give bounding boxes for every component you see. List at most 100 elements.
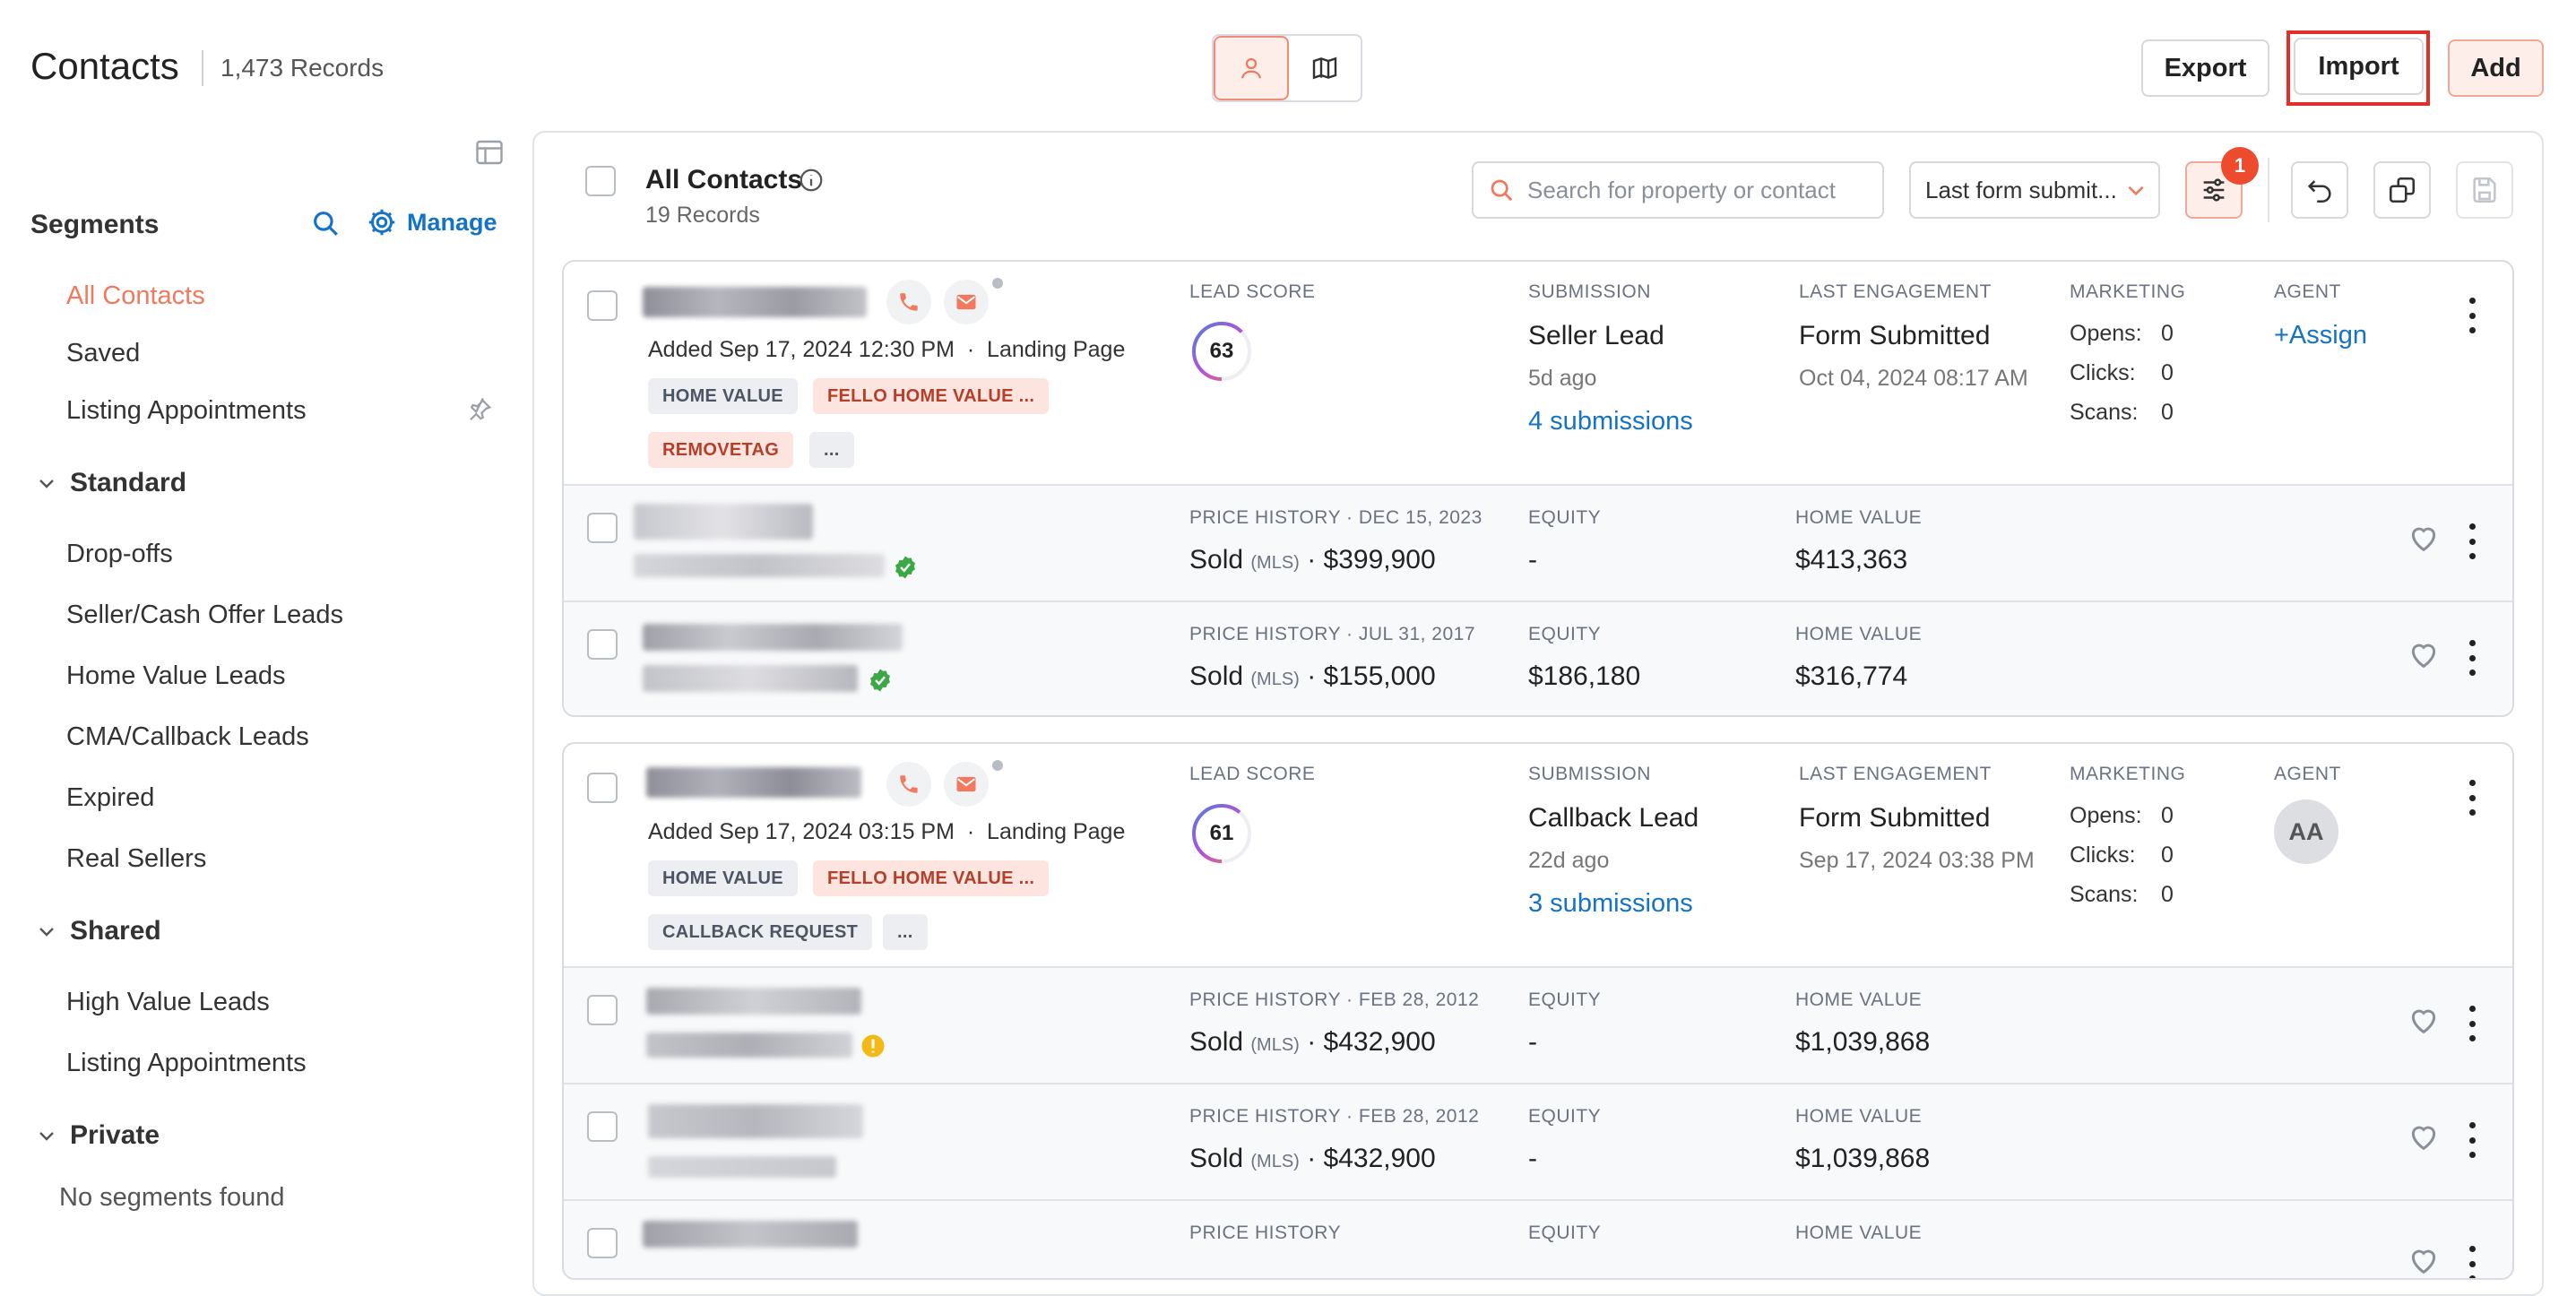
segment-home-value-leads[interactable]: Home Value Leads bbox=[66, 661, 286, 690]
add-button[interactable]: Add bbox=[2448, 39, 2544, 97]
sliders-icon bbox=[2203, 178, 2225, 202]
contact-row: Added Sep 17, 2024 12:30 PM · Landing Pa… bbox=[564, 262, 2512, 484]
top-bar: Contacts 1,473 Records Export Import Add bbox=[0, 0, 2576, 134]
call-button[interactable] bbox=[886, 280, 931, 324]
view-toggle bbox=[1212, 34, 1362, 102]
save-icon bbox=[2473, 177, 2496, 203]
filter-button[interactable] bbox=[2185, 161, 2243, 219]
clicks-value: 0 bbox=[2161, 842, 2174, 868]
property-checkbox[interactable] bbox=[587, 1111, 618, 1142]
tag-home-value[interactable]: HOME VALUE bbox=[648, 378, 798, 414]
segment-cma-callback-leads[interactable]: CMA/Callback Leads bbox=[66, 722, 309, 751]
segment-shared-listing-appointments[interactable]: Listing Appointments bbox=[66, 1049, 307, 1077]
segment-high-value-leads[interactable]: High Value Leads bbox=[66, 988, 270, 1016]
tag-removetag[interactable]: REMOVETAG bbox=[648, 432, 794, 468]
phone-icon bbox=[900, 293, 918, 311]
favorite-heart-icon[interactable] bbox=[2405, 1002, 2442, 1038]
map-view-button[interactable] bbox=[1289, 36, 1361, 100]
select-all-checkbox[interactable] bbox=[585, 166, 616, 196]
private-section-toggle[interactable]: Private bbox=[36, 1120, 160, 1151]
standard-section-toggle[interactable]: Standard bbox=[36, 468, 186, 498]
home-value-label: HOME VALUE bbox=[1795, 1223, 1923, 1243]
tag-fello-home-value[interactable]: FELLO HOME VALUE ... bbox=[813, 860, 1050, 896]
lead-score-value: 63 bbox=[1209, 339, 1234, 363]
tag-more[interactable]: ... bbox=[809, 432, 854, 468]
marketing-label: MARKETING bbox=[2070, 764, 2186, 784]
engagement-date: Oct 04, 2024 08:17 AM bbox=[1799, 366, 2028, 391]
property-menu-button[interactable] bbox=[2468, 523, 2477, 559]
agent-avatar[interactable]: AA bbox=[2274, 799, 2338, 864]
segment-seller-cash-offer-leads[interactable]: Seller/Cash Offer Leads bbox=[66, 600, 343, 629]
segment-listing-appointments[interactable]: Listing Appointments bbox=[66, 396, 307, 425]
tag-more[interactable]: ... bbox=[883, 914, 928, 950]
list-view-button[interactable] bbox=[1214, 36, 1289, 100]
favorite-heart-icon[interactable] bbox=[2405, 520, 2442, 556]
contact-card: Added Sep 17, 2024 12:30 PM · Landing Pa… bbox=[562, 260, 2514, 717]
property-menu-button[interactable] bbox=[2468, 1246, 2477, 1278]
email-button[interactable] bbox=[944, 280, 989, 324]
price-history-label: PRICE HISTORY · FEB 28, 2012 bbox=[1189, 989, 1480, 1010]
sort-select[interactable]: Last form submit... bbox=[1909, 161, 2160, 219]
submissions-link[interactable]: 3 submissions bbox=[1528, 889, 1693, 918]
sold-price: Sold (MLS) · $399,900 bbox=[1189, 545, 1436, 575]
last-engagement-label: LAST ENGAGEMENT bbox=[1799, 764, 1992, 784]
export-button[interactable]: Export bbox=[2141, 39, 2269, 97]
tag-home-value[interactable]: HOME VALUE bbox=[648, 860, 798, 896]
property-row: PRICE HISTORY · FEB 28, 2012 Sold (MLS) … bbox=[564, 1083, 2512, 1199]
row-menu-button[interactable] bbox=[2468, 298, 2477, 333]
segment-expired[interactable]: Expired bbox=[66, 783, 155, 812]
segment-all-contacts[interactable]: All Contacts bbox=[66, 281, 205, 310]
segment-real-sellers[interactable]: Real Sellers bbox=[66, 844, 207, 873]
filter-count-badge: 1 bbox=[2221, 147, 2259, 185]
search-input[interactable]: Search for property or contact bbox=[1472, 161, 1884, 219]
mls-tag: (MLS) bbox=[1250, 1152, 1300, 1171]
home-value-label: HOME VALUE bbox=[1795, 507, 1923, 528]
save-button[interactable] bbox=[2456, 161, 2513, 219]
assign-agent-link[interactable]: +Assign bbox=[2274, 321, 2367, 350]
favorite-heart-icon[interactable] bbox=[2405, 1119, 2442, 1154]
property-menu-button[interactable] bbox=[2468, 1006, 2477, 1041]
duplicate-button[interactable] bbox=[2373, 161, 2431, 219]
favorite-heart-icon[interactable] bbox=[2405, 1242, 2442, 1278]
mls-tag: (MLS) bbox=[1250, 670, 1300, 689]
contact-name-redacted bbox=[646, 767, 861, 798]
property-checkbox[interactable] bbox=[587, 513, 618, 543]
pin-button[interactable] bbox=[466, 396, 493, 428]
shared-section-toggle[interactable]: Shared bbox=[36, 916, 161, 946]
property-address-redacted bbox=[643, 624, 903, 651]
row-checkbox[interactable] bbox=[587, 773, 618, 803]
row-menu-button[interactable] bbox=[2468, 780, 2477, 816]
row-checkbox[interactable] bbox=[587, 290, 618, 321]
property-checkbox[interactable] bbox=[587, 629, 618, 660]
segment-search-button[interactable] bbox=[310, 208, 341, 243]
favorite-heart-icon[interactable] bbox=[2405, 636, 2442, 672]
home-value: $316,774 bbox=[1795, 661, 1908, 691]
manage-button[interactable]: Manage bbox=[366, 206, 497, 238]
mail-icon bbox=[956, 776, 976, 792]
tag-fello-home-value[interactable]: FELLO HOME VALUE ... bbox=[813, 378, 1050, 414]
list-count: 19 Records bbox=[645, 203, 760, 228]
property-checkbox[interactable] bbox=[587, 995, 618, 1025]
equity-value: - bbox=[1528, 545, 1537, 575]
segment-drop-offs[interactable]: Drop-offs bbox=[66, 540, 173, 568]
home-value: $1,039,868 bbox=[1795, 1027, 1931, 1057]
tag-callback-request[interactable]: CALLBACK REQUEST bbox=[648, 914, 873, 950]
mls-tag: (MLS) bbox=[1250, 553, 1300, 573]
segment-saved[interactable]: Saved bbox=[66, 339, 141, 367]
added-info: Added Sep 17, 2024 03:15 PM · Landing Pa… bbox=[648, 819, 1126, 844]
manage-label: Manage bbox=[407, 208, 497, 236]
property-menu-button[interactable] bbox=[2468, 640, 2477, 676]
property-checkbox[interactable] bbox=[587, 1228, 618, 1258]
call-button[interactable] bbox=[886, 762, 931, 807]
info-button[interactable] bbox=[798, 167, 825, 198]
email-button[interactable] bbox=[944, 762, 989, 807]
sidebar: Segments Manage All Contacts Saved Listi… bbox=[0, 134, 529, 1255]
submissions-link[interactable]: 4 submissions bbox=[1528, 407, 1693, 436]
collapse-sidebar-button[interactable] bbox=[473, 136, 506, 173]
undo-button[interactable] bbox=[2291, 161, 2348, 219]
import-button[interactable]: Import bbox=[2294, 38, 2424, 95]
shared-title: Shared bbox=[70, 916, 161, 946]
sold-text: Sold bbox=[1189, 1027, 1244, 1057]
property-menu-button[interactable] bbox=[2468, 1122, 2477, 1158]
submission-type: Callback Lead bbox=[1528, 803, 1699, 833]
